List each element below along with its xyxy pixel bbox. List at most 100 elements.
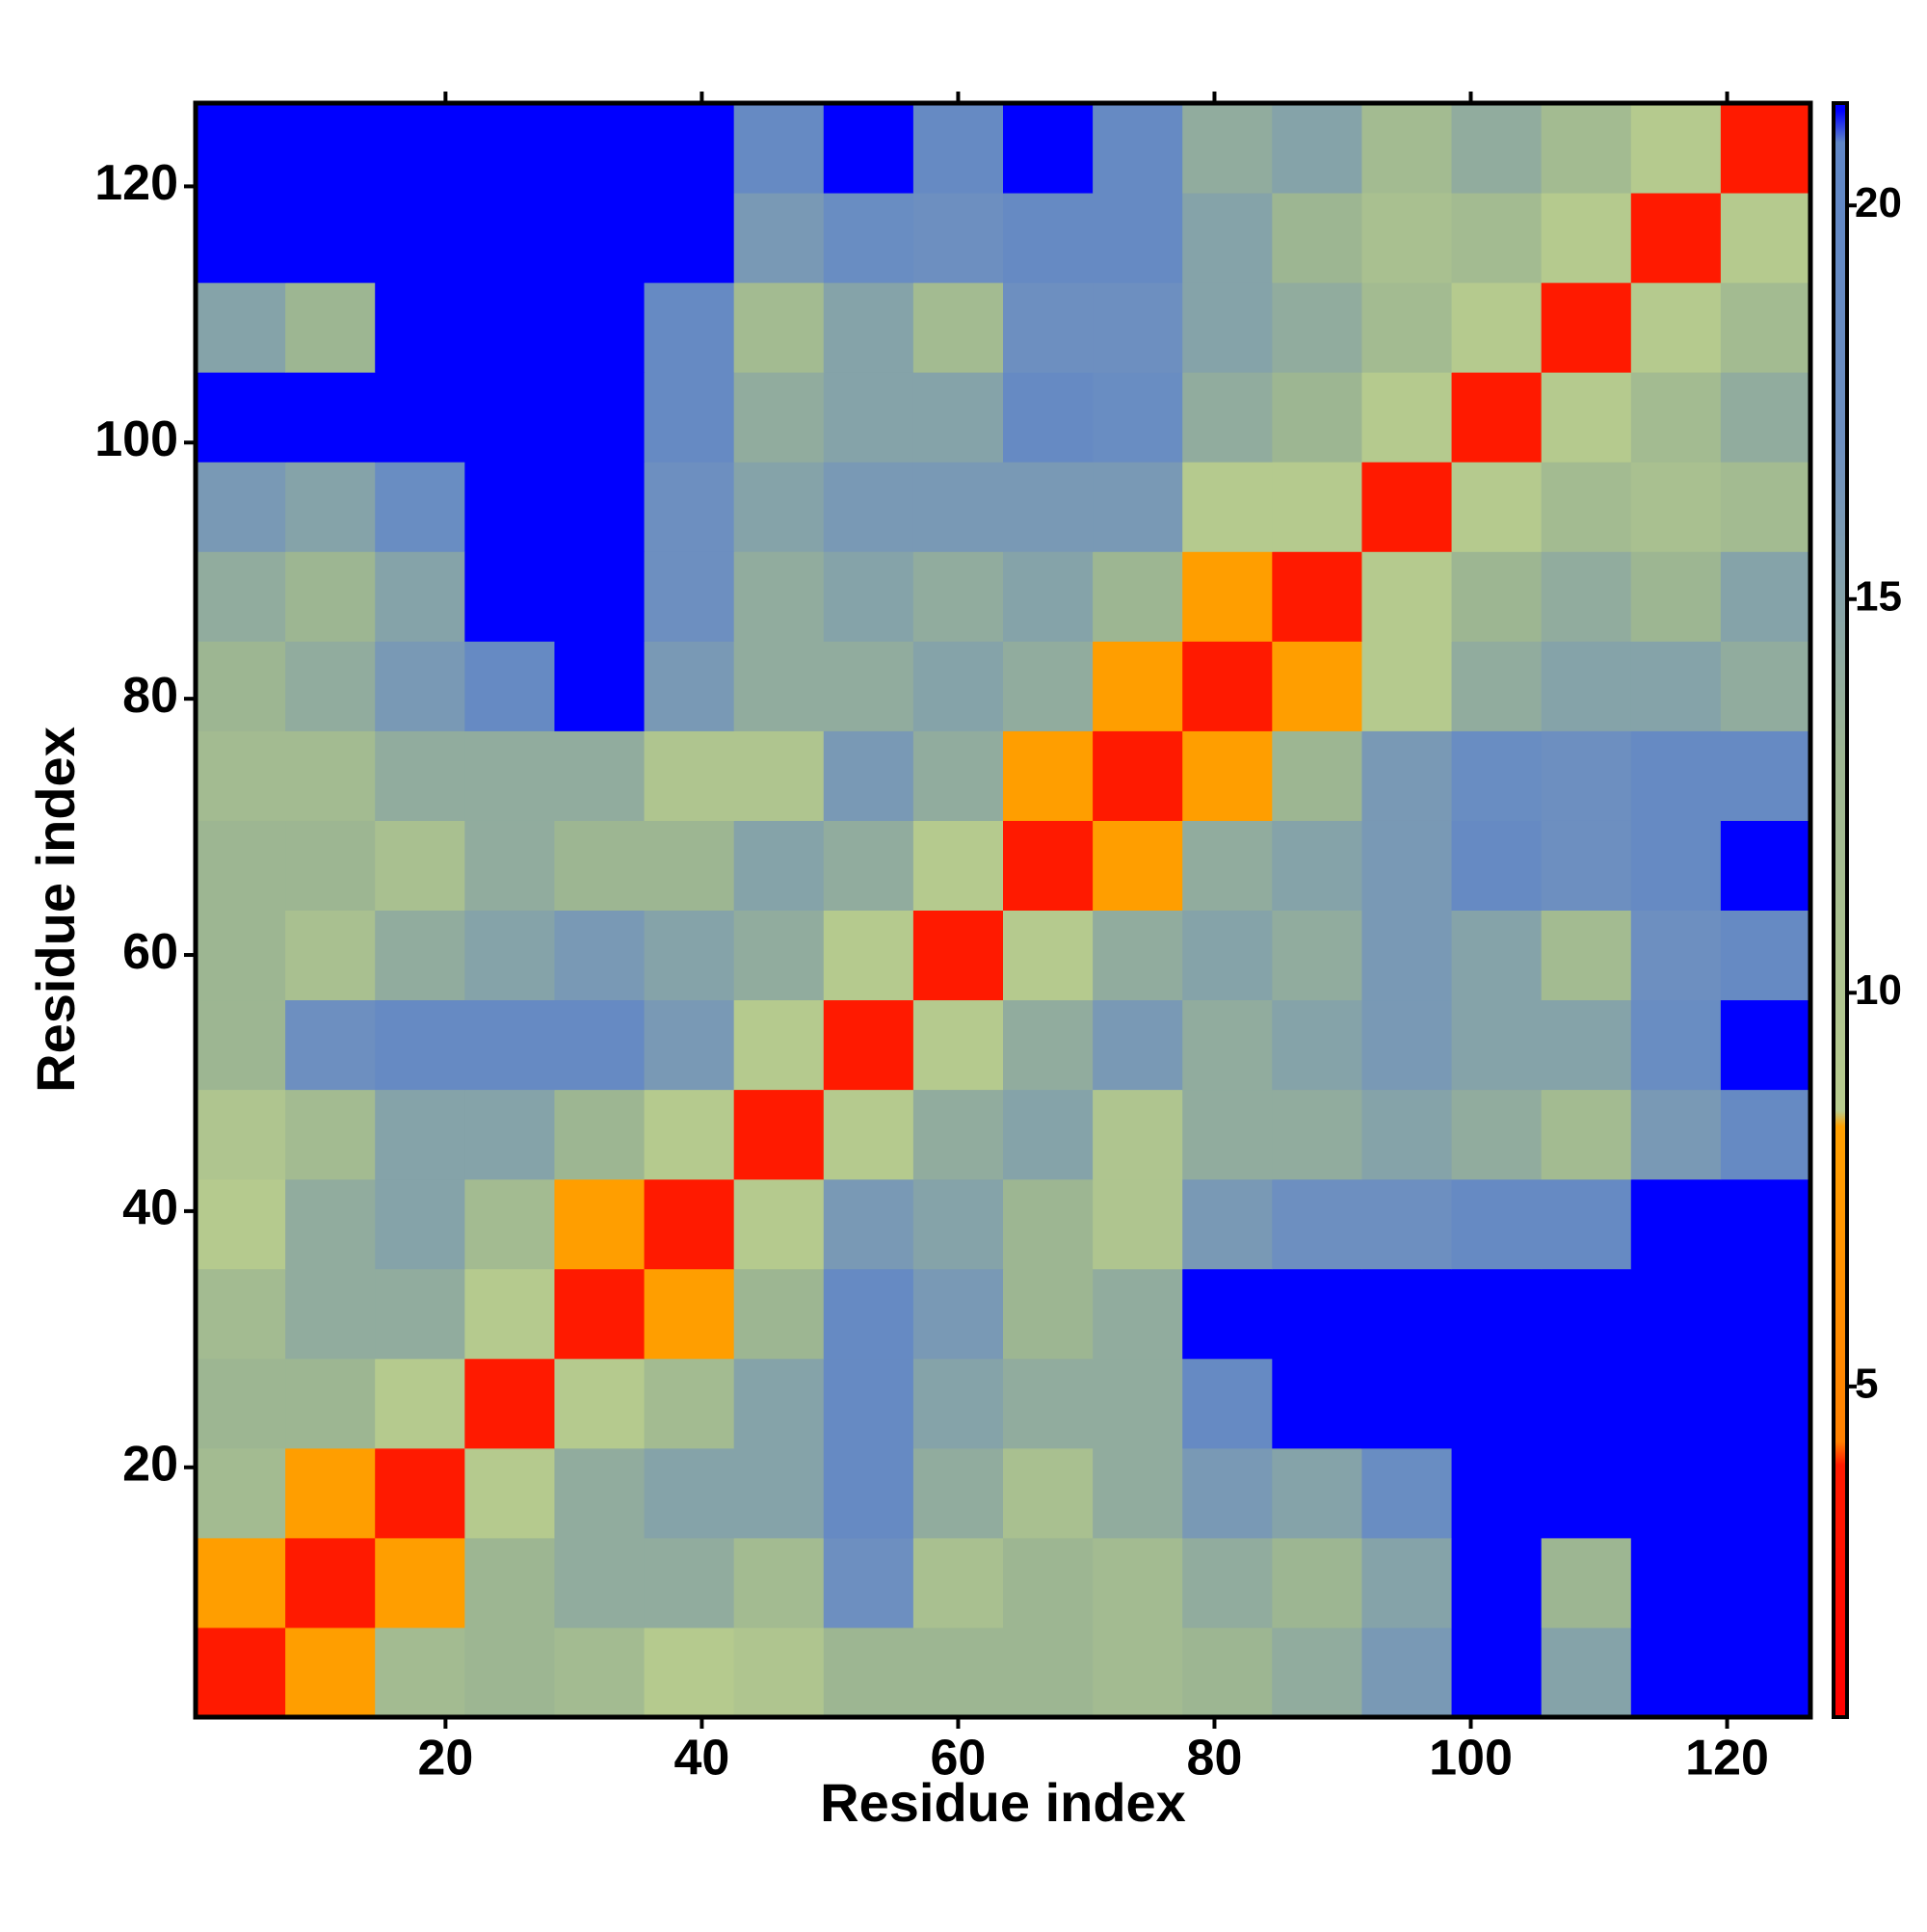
x-tick-label: 20 [417, 1731, 473, 1786]
y-tick-label: 60 [122, 924, 178, 980]
heatmap-cell [733, 372, 825, 463]
heatmap-cell [1361, 193, 1453, 283]
heatmap-cell [823, 1178, 914, 1270]
heatmap-cell [1272, 551, 1362, 642]
heatmap-cell [912, 1268, 1004, 1360]
heatmap-cell [1541, 910, 1632, 1001]
heatmap-cell [375, 999, 465, 1091]
heatmap-cell [1182, 193, 1273, 283]
y-tick-label: 20 [122, 1437, 178, 1493]
heatmap-cell [554, 193, 646, 283]
heatmap-cell [1272, 1358, 1362, 1449]
heatmap-cell [196, 372, 286, 463]
heatmap-cell [1093, 1537, 1183, 1628]
heatmap-cell [554, 1268, 646, 1360]
heatmap-cell [1182, 282, 1273, 373]
heatmap-cell [464, 1447, 555, 1539]
heatmap-cell [285, 1268, 376, 1360]
heatmap-cell [1361, 1358, 1453, 1449]
heatmap-cell [1541, 641, 1632, 731]
heatmap-cell [823, 910, 914, 1001]
heatmap-cell [196, 1268, 286, 1360]
heatmap-cell [644, 551, 735, 642]
heatmap-cell [1451, 1358, 1543, 1449]
x-axis-title: Residue index [820, 1772, 1186, 1833]
heatmap-cell [1272, 641, 1362, 731]
heatmap-cell [1272, 730, 1362, 821]
heatmap-cell [554, 910, 646, 1001]
heatmap-cell [644, 282, 735, 373]
heatmap-cell [464, 820, 555, 911]
heatmap-cell [1093, 551, 1183, 642]
heatmap-cell [1541, 193, 1632, 283]
heatmap-cell [1272, 103, 1362, 194]
heatmap-cell [823, 372, 914, 463]
heatmap-cell [196, 193, 286, 283]
heatmap-cell [375, 193, 465, 283]
heatmap-cell [733, 103, 825, 194]
heatmap-cell [1361, 1268, 1453, 1360]
heatmap-cell [733, 820, 825, 911]
heatmap-cell [823, 193, 914, 283]
colorbar-tick-label: 20 [1855, 179, 1902, 226]
heatmap-cell [1093, 1178, 1183, 1270]
heatmap-cell [733, 1089, 825, 1180]
heatmap-cell [733, 1447, 825, 1539]
heatmap-cell [1451, 999, 1543, 1091]
heatmap-cell [1003, 103, 1094, 194]
heatmap-cell [554, 551, 646, 642]
heatmap-cell [1720, 1358, 1811, 1449]
heatmap-cell [1541, 1537, 1632, 1628]
heatmap-cell [1720, 910, 1811, 1001]
heatmap-cell [1541, 1089, 1632, 1180]
heatmap-cell [554, 1537, 646, 1628]
heatmap-cell [1182, 730, 1273, 821]
heatmap-cell [1182, 820, 1273, 911]
heatmap-cell [1182, 641, 1273, 731]
heatmap-cell [196, 910, 286, 1001]
heatmap-cell [554, 103, 646, 194]
heatmap-cell [464, 999, 555, 1091]
heatmap-cell [1630, 999, 1722, 1091]
heatmap-cell [1003, 282, 1094, 373]
heatmap-cell [1630, 730, 1722, 821]
heatmap-cell [1451, 1178, 1543, 1270]
heatmap-cell [1093, 1627, 1183, 1718]
heatmap-cell [733, 999, 825, 1091]
heatmap-cell [1630, 1178, 1722, 1270]
heatmap-cell [912, 999, 1004, 1091]
heatmap-cell [196, 1537, 286, 1628]
heatmap-cell [1720, 999, 1811, 1091]
heatmap-cell [1720, 193, 1811, 283]
heatmap-cell [196, 1178, 286, 1270]
heatmap-cell [644, 1268, 735, 1360]
heatmap-cell [823, 103, 914, 194]
heatmap-cell [1272, 910, 1362, 1001]
heatmap-cell [1720, 820, 1811, 911]
heatmap-cell [1541, 1627, 1632, 1718]
heatmap-cell [375, 1178, 465, 1270]
heatmap-cell [196, 103, 286, 194]
heatmap-cell [644, 1537, 735, 1628]
heatmap-cell [912, 103, 1004, 194]
heatmap-cell [1451, 372, 1543, 463]
heatmap-cell [196, 282, 286, 373]
heatmap-cell [1182, 551, 1273, 642]
heatmap-cell [1361, 1537, 1453, 1628]
y-tick-label: 100 [94, 411, 178, 467]
heatmap-cell [1630, 193, 1722, 283]
heatmap-cell [912, 730, 1004, 821]
heatmap-cell [196, 730, 286, 821]
heatmap-cell [464, 641, 555, 731]
heatmap-cell [1451, 1268, 1543, 1360]
heatmap-cell [1720, 462, 1811, 552]
heatmap-cell [644, 641, 735, 731]
heatmap-cell [733, 730, 825, 821]
heatmap-cell [1093, 641, 1183, 731]
heatmap-cell [285, 1089, 376, 1180]
heatmap-cell [1093, 193, 1183, 283]
heatmap-cell [1182, 1178, 1273, 1270]
heatmap-cell [1093, 462, 1183, 552]
heatmap-cell [1361, 820, 1453, 911]
heatmap-cell [1451, 730, 1543, 821]
